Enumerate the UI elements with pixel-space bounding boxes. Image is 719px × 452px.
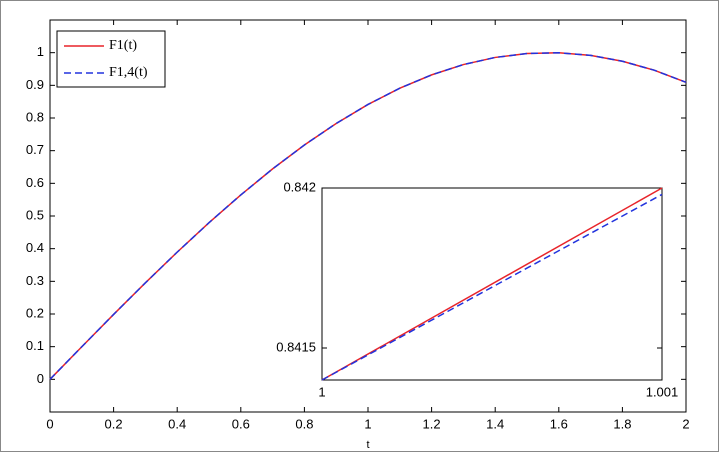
legend-label: F1,4(t): [109, 65, 148, 80]
y-tick-label: 0.6: [26, 175, 44, 190]
x-tick-label: 1.6: [550, 416, 568, 431]
y-tick-label: 0.9: [26, 77, 44, 92]
y-tick-label: 0.3: [26, 273, 44, 288]
y-tick-label: 0.4: [26, 240, 44, 255]
y-tick-label: 0.5: [26, 207, 44, 222]
x-tick-label: 0.2: [105, 416, 123, 431]
y-tick-label: 0.8415: [276, 339, 316, 354]
line-series: [49, 52, 687, 380]
x-tick-label: 1.2: [423, 416, 441, 431]
legend-box: [56, 30, 166, 88]
x-tick-label: 1: [364, 416, 371, 431]
x-tick-label: 0: [46, 416, 53, 431]
x-tick-label: 0.6: [232, 416, 250, 431]
line-series: [321, 193, 663, 381]
x-axis-label: t: [366, 439, 369, 451]
x-tick-label: 1: [318, 384, 325, 399]
y-tick-label: 0: [37, 371, 44, 386]
y-tick-label: 0.2: [26, 305, 44, 320]
x-tick-label: 1.4: [486, 416, 504, 431]
x-tick-label: 1.8: [613, 416, 631, 431]
x-tick-label: 0.8: [295, 416, 313, 431]
x-tick-label: 2: [682, 416, 689, 431]
y-tick-label: 0.1: [26, 338, 44, 353]
y-tick-label: 0.8: [26, 109, 44, 124]
y-tick-label: 1: [37, 44, 44, 59]
legend-label: F1(t): [109, 38, 137, 53]
y-tick-label: 0.842: [283, 179, 316, 194]
x-tick-label: 0.4: [168, 416, 186, 431]
x-tick-label: 1.001: [646, 384, 679, 399]
y-tick-label: 0.7: [26, 142, 44, 157]
line-series: [321, 187, 663, 381]
